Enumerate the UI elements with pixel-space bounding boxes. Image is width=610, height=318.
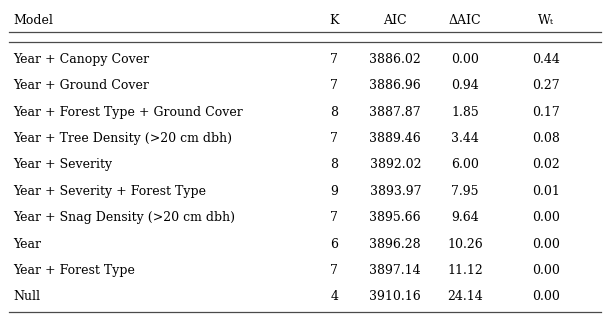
Text: 7: 7: [331, 264, 338, 277]
Text: Year + Severity + Forest Type: Year + Severity + Forest Type: [13, 185, 206, 198]
Text: 0.00: 0.00: [532, 211, 560, 224]
Text: 3896.28: 3896.28: [370, 238, 421, 251]
Text: 0.02: 0.02: [532, 158, 560, 171]
Text: 0.00: 0.00: [532, 290, 560, 303]
Text: 0.27: 0.27: [532, 79, 560, 92]
Text: 0.08: 0.08: [532, 132, 560, 145]
Text: 3895.66: 3895.66: [370, 211, 421, 224]
Text: 8: 8: [330, 158, 339, 171]
Text: ΔAIC: ΔAIC: [448, 14, 481, 27]
Text: 0.00: 0.00: [532, 238, 560, 251]
Text: 0.00: 0.00: [451, 53, 479, 66]
Text: 6.00: 6.00: [451, 158, 479, 171]
Text: 3897.14: 3897.14: [370, 264, 421, 277]
Text: Year + Forest Type: Year + Forest Type: [13, 264, 135, 277]
Text: 0.94: 0.94: [451, 79, 479, 92]
Text: Year + Tree Density (>20 cm dbh): Year + Tree Density (>20 cm dbh): [13, 132, 232, 145]
Text: 3892.02: 3892.02: [370, 158, 421, 171]
Text: 1.85: 1.85: [451, 106, 479, 119]
Text: Null: Null: [13, 290, 40, 303]
Text: 3889.46: 3889.46: [370, 132, 421, 145]
Text: K: K: [329, 14, 339, 27]
Text: 3886.96: 3886.96: [370, 79, 421, 92]
Text: 3887.87: 3887.87: [370, 106, 421, 119]
Text: AIC: AIC: [384, 14, 407, 27]
Text: 3886.02: 3886.02: [370, 53, 421, 66]
Text: 0.01: 0.01: [532, 185, 560, 198]
Text: 3910.16: 3910.16: [370, 290, 421, 303]
Text: 10.26: 10.26: [447, 238, 483, 251]
Text: 3.44: 3.44: [451, 132, 479, 145]
Text: Year + Snag Density (>20 cm dbh): Year + Snag Density (>20 cm dbh): [13, 211, 235, 224]
Text: 7: 7: [331, 53, 338, 66]
Text: Year: Year: [13, 238, 41, 251]
Text: 0.44: 0.44: [532, 53, 560, 66]
Text: 7.95: 7.95: [451, 185, 479, 198]
Text: Model: Model: [13, 14, 53, 27]
Text: Year + Severity: Year + Severity: [13, 158, 112, 171]
Text: Year + Canopy Cover: Year + Canopy Cover: [13, 53, 149, 66]
Text: Year + Forest Type + Ground Cover: Year + Forest Type + Ground Cover: [13, 106, 243, 119]
Text: 7: 7: [331, 211, 338, 224]
Text: 4: 4: [330, 290, 339, 303]
Text: 8: 8: [330, 106, 339, 119]
Text: 6: 6: [330, 238, 339, 251]
Text: 7: 7: [331, 132, 338, 145]
Text: Wₜ: Wₜ: [538, 14, 554, 27]
Text: 0.00: 0.00: [532, 264, 560, 277]
Text: 9: 9: [331, 185, 338, 198]
Text: 3893.97: 3893.97: [370, 185, 421, 198]
Text: 11.12: 11.12: [447, 264, 483, 277]
Text: Year + Ground Cover: Year + Ground Cover: [13, 79, 149, 92]
Text: 24.14: 24.14: [447, 290, 483, 303]
Text: 0.17: 0.17: [532, 106, 560, 119]
Text: 9.64: 9.64: [451, 211, 479, 224]
Text: 7: 7: [331, 79, 338, 92]
